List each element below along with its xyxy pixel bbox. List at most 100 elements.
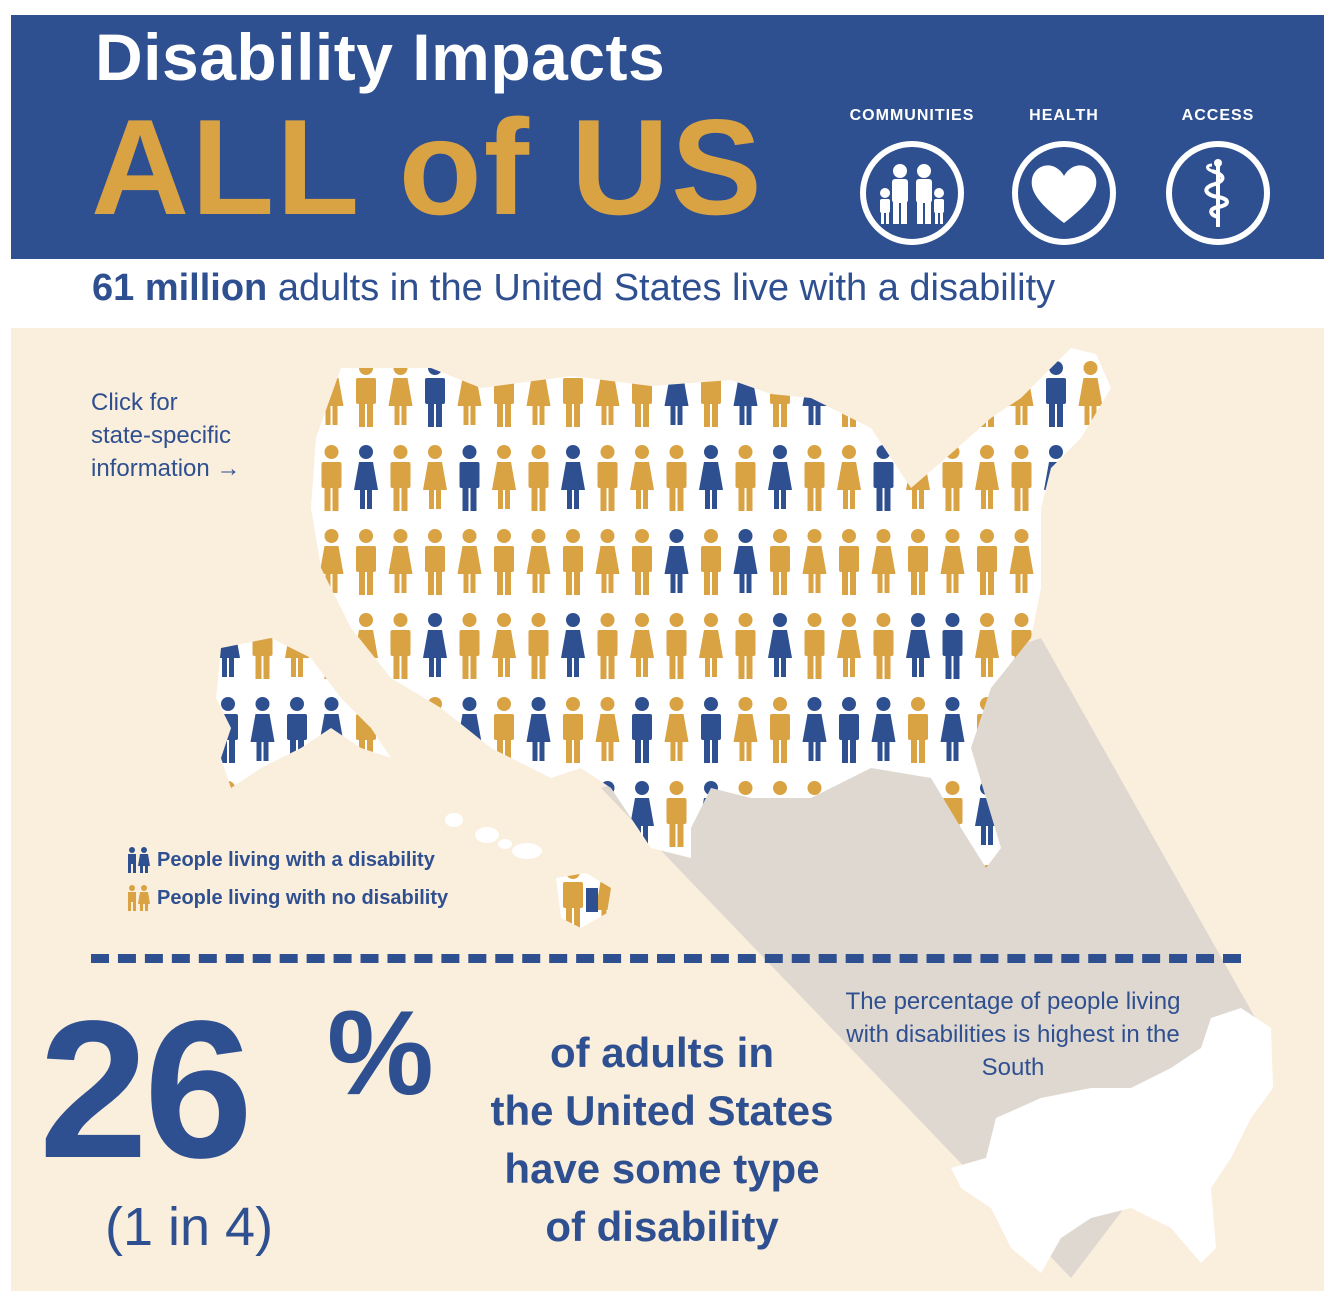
person-figure: [597, 613, 618, 679]
person-figure: [561, 445, 585, 509]
communities-label: COMMUNITIES: [849, 107, 975, 124]
person-figure: [494, 697, 514, 763]
person-figure: [770, 529, 790, 595]
big-percent: 26: [39, 980, 253, 1199]
person-figure: [597, 445, 618, 511]
title-line-2: ALL of US: [91, 91, 764, 243]
subtitle: 61 million adults in the United States l…: [92, 267, 1055, 310]
ratio-text: (1 in 4): [105, 1197, 274, 1257]
click-note-line-2: state-specific: [91, 422, 232, 449]
percent-sign: %: [327, 986, 434, 1120]
us-map[interactable]: [11, 328, 1324, 1291]
header-banner: Disability Impacts ALL of US COMMUNITIES…: [11, 15, 1324, 259]
person-figure: [940, 529, 965, 593]
person-figure: [802, 529, 827, 593]
access-icon-group: ACCESS: [1143, 107, 1293, 245]
person-figure: [940, 697, 965, 761]
person-figure: [630, 445, 654, 509]
person-figure: [770, 697, 790, 763]
stat-description-line-3: have some type: [504, 1145, 820, 1192]
person-figure: [871, 529, 896, 593]
person-figure: [526, 697, 551, 761]
person-figure: [356, 529, 376, 595]
disability-figure-icon: [128, 847, 150, 873]
person-figure: [595, 529, 620, 593]
no-disability-figure-icon: [128, 885, 150, 911]
person-figure: [528, 445, 549, 511]
communities-icon-group: COMMUNITIES: [837, 107, 987, 245]
access-label: ACCESS: [1181, 107, 1255, 124]
person-figure: [425, 529, 445, 595]
person-figure: [632, 529, 652, 595]
legend-disability-label: People living with a disability: [157, 848, 435, 871]
person-figure: [563, 697, 583, 763]
stat-description-line-4: of disability: [545, 1203, 779, 1250]
person-figure: [906, 613, 930, 677]
person-figure: [354, 445, 378, 509]
person-figure: [837, 613, 861, 677]
person-figure: [666, 445, 687, 511]
person-figure: [528, 613, 549, 679]
person-figure: [804, 445, 825, 511]
click-note: Click for state-specific information →: [91, 386, 240, 485]
dotted-divider: [91, 954, 1241, 963]
person-figure: [871, 697, 896, 761]
person-figure: [942, 613, 963, 679]
person-figure: [802, 697, 827, 761]
person-figure: [1046, 361, 1066, 427]
person-figure: [873, 613, 894, 679]
person-figure: [975, 445, 999, 509]
person-figure: [390, 613, 411, 679]
person-figure: [733, 529, 758, 593]
click-note-line-1: Click for: [91, 389, 178, 416]
stat-description-line-2: the United States: [490, 1087, 834, 1134]
person-figure: [1011, 445, 1032, 511]
person-figure: [701, 697, 721, 763]
person-figure: [664, 697, 689, 761]
person-figure: [321, 445, 342, 511]
stat-description: of adults in the United States have some…: [447, 1024, 877, 1256]
person-figure: [250, 697, 275, 761]
person-figure: [390, 445, 411, 511]
health-label: HEALTH: [1029, 107, 1099, 124]
person-figure: [563, 529, 583, 595]
person-figure: [423, 445, 447, 509]
subtitle-rest: adults in the United States live with a …: [267, 267, 1056, 309]
title-line-1: Disability Impacts: [95, 20, 666, 94]
person-figure: [630, 613, 654, 677]
heart-icon: [1012, 141, 1116, 245]
legend-no-disability-label: People living with no disability: [157, 886, 449, 909]
person-figure: [492, 445, 516, 509]
stat-description-line-1: of adults in: [550, 1029, 774, 1076]
person-figure: [837, 445, 861, 509]
person-figure: [492, 613, 516, 677]
person-figure: [908, 529, 928, 595]
person-figure: [666, 781, 687, 847]
south-note: The percentage of people living with dis…: [845, 988, 1181, 1081]
south-region-map: [951, 1008, 1273, 1273]
hawaii-islands: [445, 813, 598, 912]
person-figure: [526, 529, 551, 593]
person-figure: [423, 613, 447, 677]
person-figure: [595, 697, 620, 761]
person-figure: [459, 613, 480, 679]
person-figure: [733, 697, 758, 761]
person-figure: [735, 445, 756, 511]
person-figure: [701, 529, 721, 595]
person-figure: [839, 529, 859, 595]
person-figure: [839, 697, 859, 763]
person-figure: [388, 529, 413, 593]
person-figure: [561, 613, 585, 677]
family-icon: [860, 141, 964, 245]
click-note-line-3: information →: [91, 455, 241, 482]
person-figure: [457, 529, 482, 593]
person-figure: [804, 613, 825, 679]
person-figure: [735, 613, 756, 679]
person-figure: [494, 529, 514, 595]
caduceus-icon: [1166, 141, 1270, 245]
person-figure: [630, 781, 654, 845]
main-panel: Click for state-specific information → P…: [11, 328, 1324, 1291]
person-figure: [975, 613, 999, 677]
person-figure: [908, 697, 928, 763]
legend-row-no-disability: People living with no disability: [125, 884, 448, 912]
